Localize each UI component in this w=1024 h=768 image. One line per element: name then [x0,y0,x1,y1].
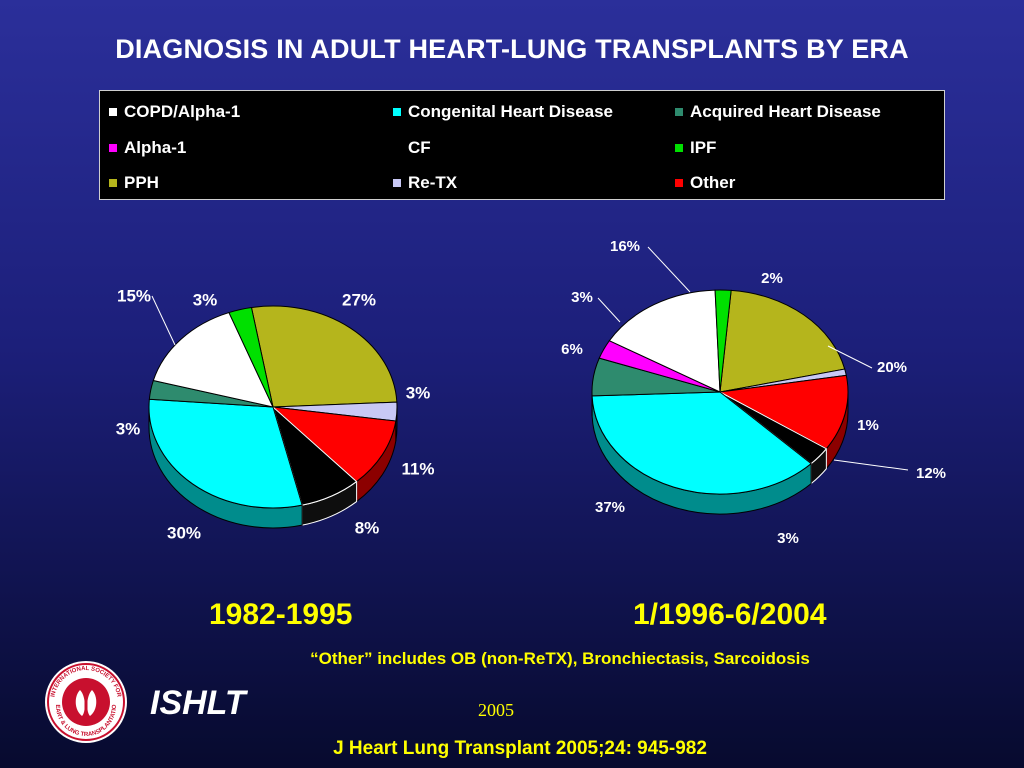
pie-data-label: 11% [401,459,434,478]
pie-data-label: 20% [877,359,907,376]
slide-title: DIAGNOSIS IN ADULT HEART-LUNG TRANSPLANT… [115,34,909,64]
citation: J Heart Lung Transplant 2005;24: 945-982 [333,738,707,759]
legend-label: PPH [124,173,159,192]
pie-data-label: 2% [761,270,783,287]
legend-item: COPD/Alpha-1 [108,102,240,122]
pie-slice-other [718,374,849,450]
pie-slice-pph [250,305,398,408]
pie-slice-ipf [714,289,732,393]
pie-slice-congenital-heart-disease [148,398,303,509]
legend-swatch [392,107,402,117]
pie-slice-congenital-heart-disease [591,391,812,495]
legend-item: Re-TX [392,173,457,193]
era-label-1982-1995: 1982-1995 [209,598,353,631]
pie-data-label: 1% [857,417,879,434]
legend-label: Acquired Heart Disease [690,102,881,121]
ishlt-logo: INTERNATIONAL SOCIETY FOR HEART & LUNG T… [42,656,128,749]
pie-data-label: 37% [595,499,625,516]
pie-chart: 20% 1% 12% 3% 37% 6% 3% 16% 2% [561,238,946,547]
legend-label: Alpha-1 [124,138,187,157]
pie-slice-pph [719,289,846,393]
pie-data-label: 6% [561,341,583,358]
legend-label: IPF [690,138,717,157]
era-label-1996-2004: 1/1996-6/2004 [633,598,827,631]
pie-slice-copd-alpha-1 [608,289,721,393]
pie-data-label: 27% [342,290,376,309]
legend-item: Other [674,173,735,193]
chart-legend: COPD/Alpha-1 Congenital Heart Disease Ac… [99,90,945,200]
legend-swatch [108,178,118,188]
legend-swatch [674,143,684,153]
leader-line [833,459,909,471]
footnote: “Other” includes OB (non-ReTX), Bronchie… [310,649,810,668]
org-name: ISHLT [150,684,246,722]
legend-item: IPF [674,138,716,158]
legend-label: Other [690,173,736,192]
legend-swatch [108,143,118,153]
pie-slice-other [271,406,397,483]
pie-slice-ipf [228,306,274,408]
legend-swatch [392,178,402,188]
ishlt-seal-icon: INTERNATIONAL SOCIETY FOR HEART & LUNG T… [42,656,127,743]
legend-item: CF [392,138,431,158]
pie-data-label: 30% [167,523,201,542]
leader-line [827,345,873,369]
pie-data-label: 3% [571,289,593,306]
legend-label: CF [408,138,431,157]
legend-swatch [108,107,118,117]
legend-item: Acquired Heart Disease [674,102,881,122]
legend-item: Alpha-1 [108,138,186,158]
pie-slice-copd-alpha-1 [152,311,274,408]
legend-item: PPH [108,173,159,193]
legend-swatch [674,178,684,188]
pie-data-label: 3% [116,419,141,438]
legend-label: Congenital Heart Disease [408,102,614,121]
legend-label: Re-TX [408,173,458,192]
leader-line [647,246,691,293]
legend-item: Congenital Heart Disease [392,102,613,122]
pie-data-label: 3% [777,530,799,547]
pie-data-label: 15% [117,286,151,305]
pie-data-label: 8% [355,518,380,537]
pie-data-label: 16% [610,238,640,255]
legend-swatch [674,107,684,117]
pie-data-label: 3% [193,290,218,309]
leader-line [151,295,176,346]
pie-chart: 27% 3% 11% 8% 30% 3% 15% 3% [116,286,435,542]
legend-label: COPD/Alpha-1 [124,102,241,121]
legend-swatch [392,143,402,153]
year-label: 2005 [478,700,514,720]
pie-data-label: 3% [406,383,431,402]
leader-line [597,297,621,323]
pie-data-label: 12% [916,465,946,482]
